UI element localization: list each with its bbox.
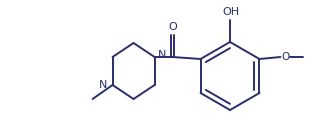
Text: N: N: [99, 80, 108, 90]
Text: N: N: [158, 50, 167, 60]
Text: OH: OH: [222, 7, 239, 17]
Text: O: O: [168, 22, 177, 32]
Text: O: O: [281, 52, 290, 62]
